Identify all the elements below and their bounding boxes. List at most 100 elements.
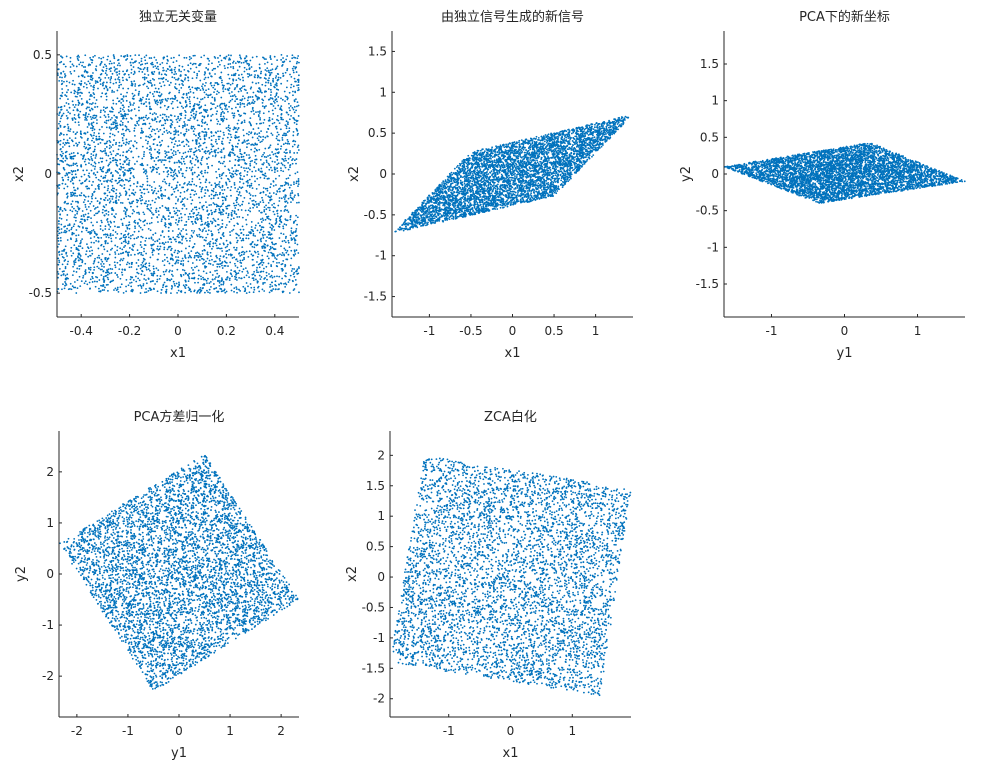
scatter-point [217, 280, 219, 282]
scatter-point [67, 128, 69, 130]
scatter-point [238, 78, 240, 80]
scatter-point [282, 139, 284, 141]
scatter-point [267, 62, 269, 64]
scatter-point [260, 259, 262, 261]
scatter-point [76, 163, 78, 165]
scatter-point [204, 134, 206, 136]
scatter-point [103, 109, 105, 111]
scatter-point [112, 230, 114, 232]
scatter-point [253, 166, 255, 168]
scatter-point [107, 242, 109, 244]
scatter-point [234, 173, 236, 175]
scatter-point [98, 257, 100, 259]
scatter-point [225, 265, 227, 267]
scatter-point [244, 106, 246, 108]
scatter-point [298, 89, 300, 91]
scatter-point [288, 254, 290, 256]
scatter-point [242, 286, 244, 288]
scatter-point [228, 59, 230, 61]
scatter-point [90, 267, 92, 269]
scatter-point [174, 285, 176, 287]
scatter-point [273, 192, 275, 194]
scatter-point [192, 262, 194, 264]
scatter-point [164, 222, 166, 224]
scatter-point [268, 273, 270, 275]
scatter-point [242, 251, 244, 253]
scatter-point [226, 127, 228, 129]
scatter-point [195, 218, 197, 220]
scatter-point [289, 292, 291, 294]
scatter-point [124, 184, 126, 186]
scatter-point [270, 94, 272, 96]
scatter-point [75, 261, 77, 263]
scatter-point [269, 125, 271, 127]
scatter-point [294, 173, 296, 175]
scatter-point [123, 258, 125, 260]
scatter-point [151, 186, 153, 188]
scatter-point [271, 151, 273, 153]
scatter-point [113, 66, 115, 68]
scatter-point [145, 173, 147, 175]
scatter-point [215, 149, 217, 151]
scatter-point [211, 223, 213, 225]
scatter-point [132, 98, 134, 100]
scatter-point [110, 233, 112, 235]
scatter-point [286, 152, 288, 154]
scatter-point [287, 143, 289, 145]
scatter-point [198, 207, 200, 209]
scatter-point [260, 278, 262, 280]
scatter-point [174, 95, 176, 97]
scatter-point [233, 117, 235, 119]
scatter-point [75, 238, 77, 240]
scatter-point [245, 237, 247, 239]
scatter-point [195, 252, 197, 254]
scatter-point [121, 98, 123, 100]
scatter-point [226, 291, 228, 293]
scatter-point [212, 114, 214, 116]
scatter-point [117, 124, 119, 126]
scatter-point [106, 160, 108, 162]
scatter-point [124, 113, 126, 115]
scatter-point [136, 201, 138, 203]
scatter-point [73, 193, 75, 195]
scatter-point [239, 205, 241, 207]
scatter-point [235, 62, 237, 64]
scatter-point [106, 74, 108, 76]
scatter-point [218, 168, 220, 170]
scatter-point [58, 123, 60, 125]
scatter-point [72, 83, 74, 85]
scatter-point [235, 135, 237, 137]
scatter-point [190, 57, 192, 59]
scatter-point [234, 210, 236, 212]
scatter-point [219, 248, 221, 250]
scatter-point [61, 83, 63, 85]
scatter-point [181, 113, 183, 115]
scatter-point [280, 233, 282, 235]
scatter-point [283, 75, 285, 77]
scatter-point [81, 65, 83, 67]
scatter-point [73, 225, 75, 227]
scatter-point [113, 91, 115, 93]
scatter-point [252, 57, 254, 59]
scatter-point [170, 246, 172, 248]
scatter-point [105, 204, 107, 206]
scatter-point [123, 292, 125, 294]
scatter-point [67, 225, 69, 227]
scatter-point [254, 205, 256, 207]
scatter-point [143, 151, 145, 153]
scatter-point [62, 179, 64, 181]
scatter-point [98, 267, 100, 269]
scatter-point [88, 271, 90, 273]
scatter-point [137, 253, 139, 255]
scatter-point [162, 67, 164, 69]
scatter-point [143, 153, 145, 155]
scatter-point [264, 69, 266, 71]
scatter-point [143, 119, 145, 121]
scatter-point [275, 77, 277, 79]
scatter-point [204, 172, 206, 174]
scatter-point [220, 212, 222, 214]
scatter-point [285, 72, 287, 74]
scatter-point [174, 115, 176, 117]
scatter-point [200, 56, 202, 58]
scatter-point [216, 119, 218, 121]
